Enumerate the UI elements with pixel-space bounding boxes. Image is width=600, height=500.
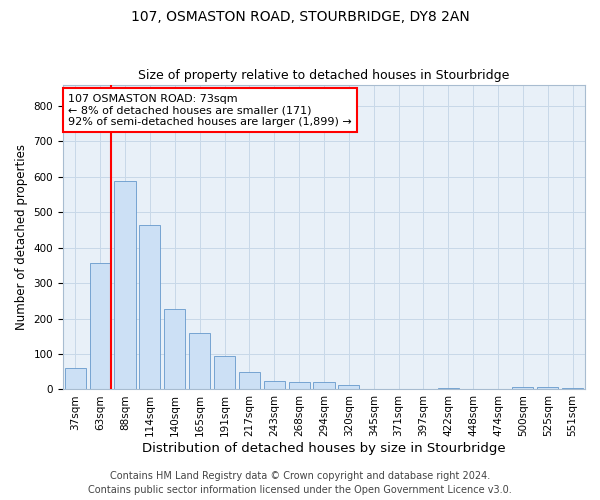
Bar xyxy=(512,386,533,390)
Bar xyxy=(537,386,558,390)
Bar xyxy=(562,388,583,390)
Bar xyxy=(164,308,185,390)
Text: Contains HM Land Registry data © Crown copyright and database right 2024.
Contai: Contains HM Land Registry data © Crown c… xyxy=(88,471,512,495)
Bar xyxy=(189,332,210,390)
Bar xyxy=(115,181,136,390)
Bar xyxy=(65,368,86,390)
Bar xyxy=(338,385,359,390)
Text: 107, OSMASTON ROAD, STOURBRIDGE, DY8 2AN: 107, OSMASTON ROAD, STOURBRIDGE, DY8 2AN xyxy=(131,10,469,24)
Bar xyxy=(139,224,160,390)
Text: 107 OSMASTON ROAD: 73sqm
← 8% of detached houses are smaller (171)
92% of semi-d: 107 OSMASTON ROAD: 73sqm ← 8% of detache… xyxy=(68,94,352,127)
Bar xyxy=(263,380,285,390)
Bar xyxy=(214,356,235,390)
Title: Size of property relative to detached houses in Stourbridge: Size of property relative to detached ho… xyxy=(138,69,509,82)
Bar xyxy=(89,263,111,390)
Bar xyxy=(289,382,310,390)
X-axis label: Distribution of detached houses by size in Stourbridge: Distribution of detached houses by size … xyxy=(142,442,506,455)
Bar xyxy=(437,388,459,390)
Y-axis label: Number of detached properties: Number of detached properties xyxy=(15,144,28,330)
Bar xyxy=(239,372,260,390)
Bar xyxy=(313,382,335,390)
